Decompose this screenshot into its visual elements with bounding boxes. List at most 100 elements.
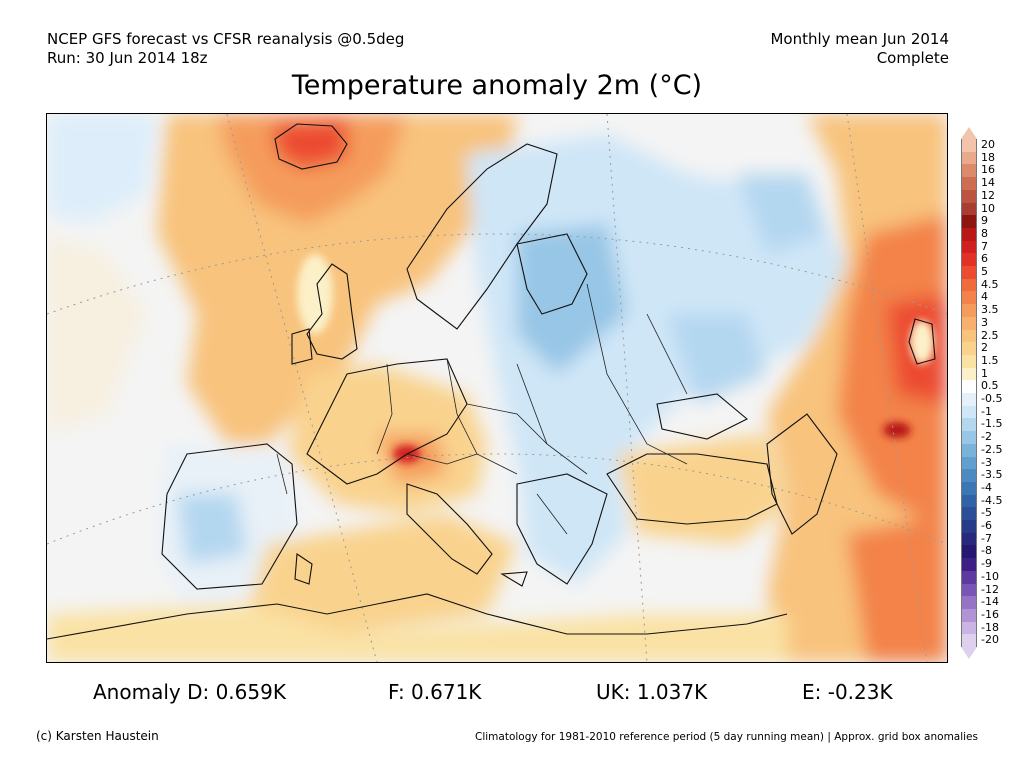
legend-label: -7 bbox=[981, 531, 992, 545]
stat-uk: UK: 1.037K bbox=[596, 680, 708, 704]
legend-label: -14 bbox=[981, 595, 999, 609]
legend-label: 12 bbox=[981, 188, 995, 202]
legend-label: 9 bbox=[981, 214, 988, 228]
country-borders bbox=[276, 283, 688, 535]
legend-swatch bbox=[961, 164, 977, 178]
legend-swatch bbox=[961, 202, 977, 216]
legend-swatch bbox=[961, 558, 977, 572]
legend-label: -1.5 bbox=[981, 417, 1003, 431]
legend-swatch bbox=[961, 177, 977, 191]
stat-e: E: -0.23K bbox=[802, 680, 893, 704]
legend-label: -2 bbox=[981, 430, 992, 444]
legend-swatch bbox=[961, 278, 977, 292]
legend-swatch bbox=[961, 481, 977, 496]
legend-swatch bbox=[961, 405, 977, 419]
legend-label: 10 bbox=[981, 201, 995, 215]
legend-label: -4 bbox=[981, 480, 992, 494]
legend-swatch bbox=[961, 240, 977, 254]
legend-swatch bbox=[961, 316, 977, 330]
legend-swatch bbox=[961, 189, 977, 203]
legend-label: -20 bbox=[981, 633, 999, 647]
legend-swatch bbox=[961, 215, 977, 229]
legend-swatch bbox=[961, 227, 977, 242]
run-time: Run: 30 Jun 2014 18z bbox=[47, 49, 208, 67]
legend-swatch bbox=[961, 393, 977, 407]
legend-label: -2.5 bbox=[981, 442, 1003, 456]
climatology-note: Climatology for 1981-2010 reference peri… bbox=[475, 731, 978, 743]
legend-swatch bbox=[961, 520, 977, 534]
legend-swatch bbox=[961, 494, 977, 508]
legend-label: -5 bbox=[981, 506, 992, 520]
legend-swatch bbox=[961, 418, 977, 432]
header-right: Monthly mean Jun 2014 Complete bbox=[770, 30, 949, 68]
legend-swatch bbox=[961, 266, 977, 280]
legend-arrow-min bbox=[961, 647, 977, 659]
legend-label: -16 bbox=[981, 607, 999, 621]
legend-swatch bbox=[961, 380, 977, 394]
legend-swatch bbox=[961, 583, 977, 597]
status-label: Complete bbox=[876, 49, 949, 67]
period-label: Monthly mean Jun 2014 bbox=[770, 30, 949, 48]
map-canvas bbox=[47, 114, 947, 662]
legend-swatch bbox=[961, 532, 977, 546]
legend-swatch bbox=[961, 151, 977, 165]
legend-swatch bbox=[961, 291, 977, 305]
legend-swatch bbox=[961, 621, 977, 635]
legend-label: 6 bbox=[981, 252, 988, 266]
legend-label: 14 bbox=[981, 176, 995, 190]
legend-label: 7 bbox=[981, 239, 988, 253]
anomaly-map bbox=[46, 113, 948, 663]
regional-stats: Anomaly D: 0.659K F: 0.671K UK: 1.037K E… bbox=[0, 680, 1024, 706]
legend-swatch bbox=[961, 342, 977, 356]
legend-swatch bbox=[961, 545, 977, 559]
legend-label: 0.5 bbox=[981, 379, 999, 393]
legend-swatch bbox=[961, 329, 977, 343]
legend-swatch bbox=[961, 456, 977, 470]
legend-swatch bbox=[961, 431, 977, 445]
legend-label: 1.5 bbox=[981, 353, 999, 367]
legend-label: 8 bbox=[981, 226, 988, 240]
credit: (c) Karsten Haustein bbox=[36, 729, 159, 743]
legend-label: 18 bbox=[981, 150, 995, 164]
legend-label: -0.5 bbox=[981, 392, 1003, 405]
legend-label: 20 bbox=[981, 138, 995, 151]
coastlines bbox=[47, 123, 936, 640]
legend-label: -3.5 bbox=[981, 468, 1003, 482]
legend-swatch bbox=[961, 507, 977, 521]
legend-label: 3.5 bbox=[981, 303, 999, 317]
legend-swatch bbox=[961, 634, 977, 648]
legend-label: -8 bbox=[981, 544, 992, 558]
legend-swatch bbox=[961, 570, 977, 584]
stat-anomaly-d: Anomaly D: 0.659K bbox=[93, 680, 286, 704]
legend-label: 5 bbox=[981, 265, 988, 278]
legend-label: 4.5 bbox=[981, 277, 999, 291]
legend-swatch bbox=[961, 469, 977, 483]
color-legend: 20 18 16 14 12 10 9 8 7 6 5 4.5 4 3.5 3 2.5 2 1.5 1 0.5 -0.5… bbox=[958, 127, 1024, 659]
legend-label: -12 bbox=[981, 582, 999, 596]
legend-label: 1 bbox=[981, 366, 988, 380]
model-description: NCEP GFS forecast vs CFSR reanalysis @0.… bbox=[47, 30, 405, 48]
legend-label: 3 bbox=[981, 315, 988, 329]
legend-swatch bbox=[961, 596, 977, 610]
legend-label: -9 bbox=[981, 557, 992, 571]
legend-label: 4 bbox=[981, 290, 988, 304]
legend-label: 2.5 bbox=[981, 328, 999, 342]
legend-label: 16 bbox=[981, 163, 995, 177]
legend-label: -6 bbox=[981, 519, 992, 532]
legend-label: -3 bbox=[981, 455, 992, 469]
anomaly-field bbox=[47, 114, 947, 662]
legend-label: -4.5 bbox=[981, 493, 1003, 507]
stat-f: F: 0.671K bbox=[388, 680, 482, 704]
graticule bbox=[47, 114, 947, 662]
legend-arrow-max bbox=[961, 127, 977, 139]
legend-label: -1 bbox=[981, 404, 992, 418]
legend-swatch bbox=[961, 304, 977, 318]
legend-swatch bbox=[961, 443, 977, 457]
legend-swatch bbox=[961, 367, 977, 381]
header-left: NCEP GFS forecast vs CFSR reanalysis @0.… bbox=[47, 30, 404, 68]
legend-label: -10 bbox=[981, 569, 999, 583]
legend-swatch bbox=[961, 253, 977, 267]
legend-swatch bbox=[961, 608, 977, 623]
map-title: Temperature anomaly 2m (°C) bbox=[291, 70, 703, 101]
legend-swatch bbox=[961, 354, 977, 369]
